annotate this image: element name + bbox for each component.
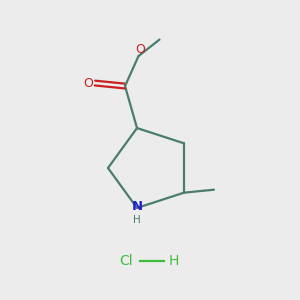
Text: N: N xyxy=(131,200,142,213)
Text: H: H xyxy=(169,254,179,268)
Text: Cl: Cl xyxy=(119,254,133,268)
Text: O: O xyxy=(135,43,145,56)
Text: O: O xyxy=(83,76,93,90)
Text: H: H xyxy=(133,215,141,225)
